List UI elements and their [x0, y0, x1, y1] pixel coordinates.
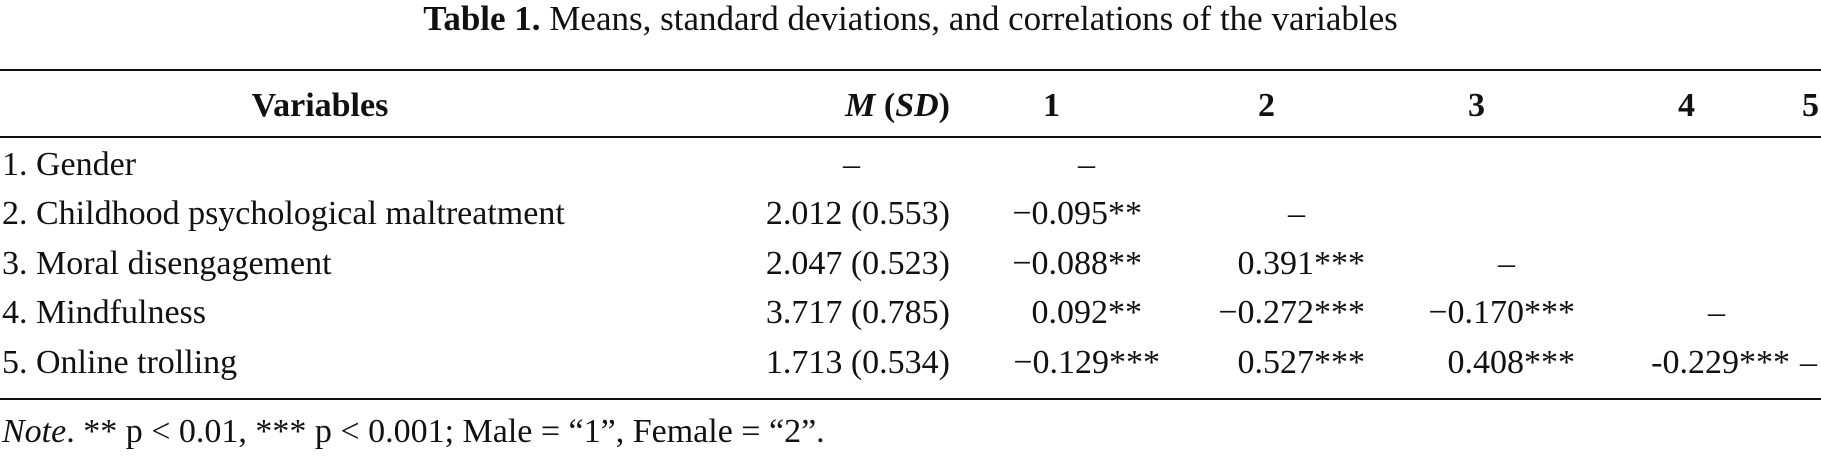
row-cell-3: 0.408***	[1447, 343, 1576, 381]
header-col-4: 4	[1678, 87, 1695, 124]
row-cell-5	[1790, 190, 1821, 240]
row-cell-1: −0.095**	[1012, 195, 1142, 233]
row-label: 3. Moral disengagement	[2, 244, 332, 282]
row-cell-5	[1790, 134, 1821, 190]
row-cell-4	[1580, 239, 1790, 289]
header-rule	[0, 136, 1821, 138]
row-cell-1: −0.129***	[1013, 343, 1160, 381]
row-cell-4: –	[1708, 294, 1725, 332]
header-row: Variables M (SD) 1 2 3 4 5	[0, 78, 1821, 134]
row-label: 1. Gender	[2, 145, 137, 183]
row-cell-4	[1580, 190, 1790, 240]
row-mean-sd: 1.713 (0.534)	[765, 343, 950, 381]
row-mean-sd: 3.717 (0.785)	[765, 294, 950, 332]
table-note-label: Note	[2, 413, 67, 450]
row-cell-5	[1790, 239, 1821, 289]
header-variables: Variables	[251, 87, 389, 124]
row-cell-5: –	[1800, 343, 1817, 381]
row-cell-2: 0.527***	[1237, 343, 1366, 381]
header-mean-sd: M (SD)	[700, 78, 955, 134]
row-label: 2. Childhood psychological maltreatment	[2, 195, 565, 233]
header-sd: SD	[895, 87, 939, 124]
correlation-table: Variables M (SD) 1 2 3 4 5 1. Gender – –…	[0, 78, 1821, 388]
header-col-2: 2	[1258, 87, 1275, 124]
table-title-label: Table 1.	[423, 0, 541, 38]
row-cell-4	[1580, 134, 1790, 190]
table-row: 5. Online trolling 1.713 (0.534) −0.129*…	[0, 338, 1821, 388]
table-note-text: . ** p < 0.01, *** p < 0.001; Male = “1”…	[66, 413, 825, 450]
header-m: M	[845, 87, 876, 124]
table-title-text: Means, standard deviations, and correlat…	[549, 0, 1398, 38]
row-cell-3	[1370, 134, 1580, 190]
row-cell-2: −0.272***	[1218, 294, 1365, 332]
table-row: 1. Gender – –	[0, 134, 1821, 190]
row-cell-5	[1790, 289, 1821, 339]
bottom-rule	[0, 398, 1821, 400]
table-row: 4. Mindfulness 3.717 (0.785) 0.092** −0.…	[0, 289, 1821, 339]
row-mean-sd: 2.047 (0.523)	[765, 244, 950, 282]
header-col-5: 5	[1802, 87, 1819, 124]
row-label: 5. Online trolling	[2, 343, 238, 381]
header-sd-open: (	[875, 87, 896, 124]
row-cell-3: −0.170***	[1428, 294, 1575, 332]
row-mean-sd: 2.012 (0.553)	[765, 195, 950, 233]
header-col-3: 3	[1468, 87, 1485, 124]
table-row: 3. Moral disengagement 2.047 (0.523) −0.…	[0, 239, 1821, 289]
row-cell-3	[1370, 190, 1580, 240]
row-cell-3: –	[1498, 244, 1515, 282]
row-cell-1: –	[1078, 145, 1095, 183]
table-note: Note. ** p < 0.01, *** p < 0.001; Male =…	[2, 412, 825, 452]
row-cell-2: 0.391***	[1237, 244, 1366, 282]
row-cell-2: –	[1288, 195, 1305, 233]
row-cell-4: -0.229***	[1651, 343, 1790, 381]
top-rule	[0, 69, 1821, 71]
table-title: Table 1. Means, standard deviations, and…	[0, 0, 1821, 38]
row-label: 4. Mindfulness	[2, 294, 206, 332]
row-cell-1: 0.092**	[1031, 294, 1143, 332]
table-row: 2. Childhood psychological maltreatment …	[0, 190, 1821, 240]
row-mean-sd: –	[843, 145, 860, 183]
header-col-1: 1	[1043, 87, 1060, 124]
row-cell-1: −0.088**	[1012, 244, 1142, 282]
header-sd-close: )	[938, 87, 950, 124]
row-cell-2	[1160, 134, 1370, 190]
